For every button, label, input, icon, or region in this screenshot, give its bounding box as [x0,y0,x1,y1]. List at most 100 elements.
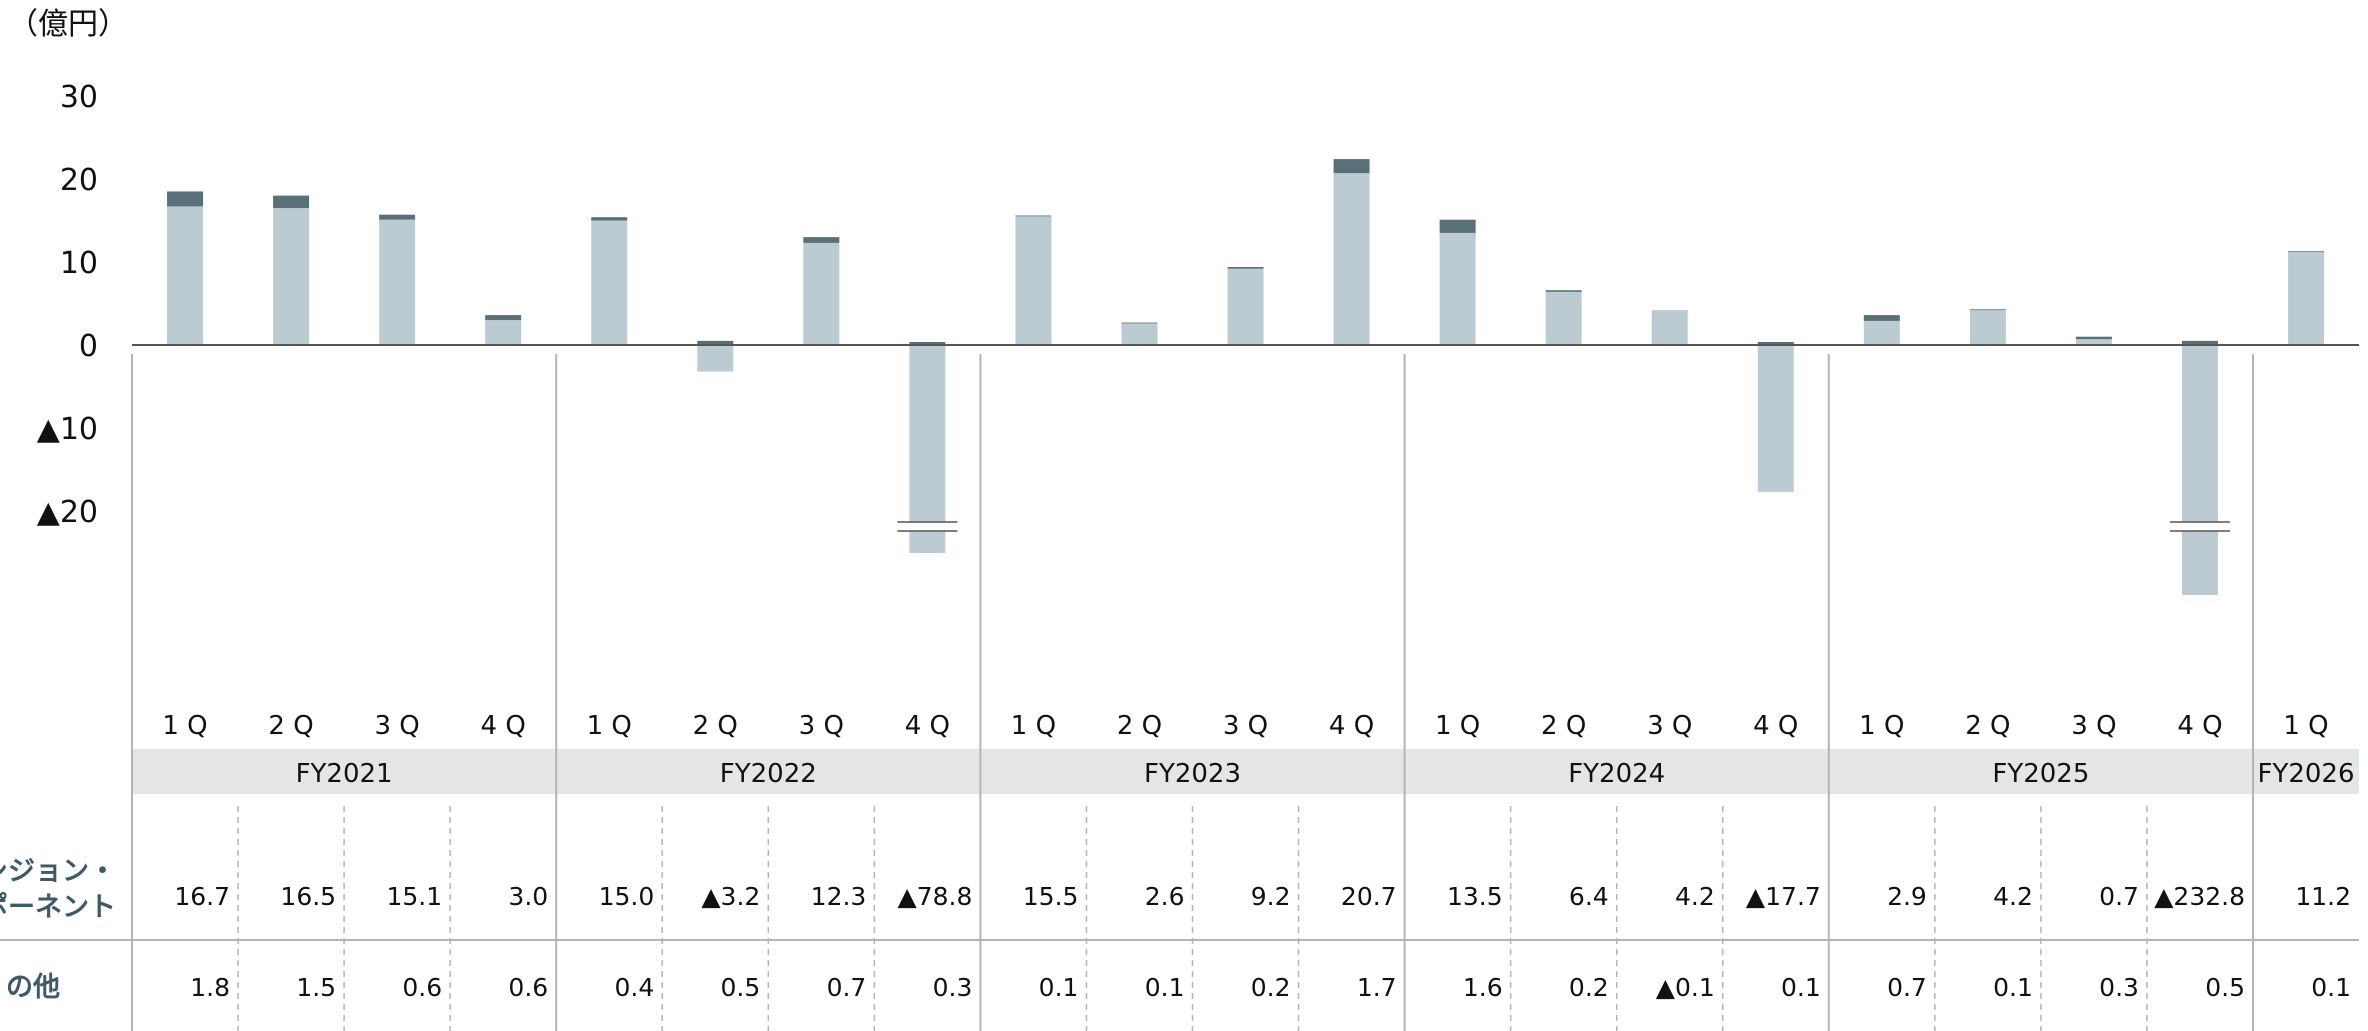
data-label-series-1: ▲78.8 [898,882,973,911]
row-label-series-1: シジョン・ [0,856,116,887]
bar-series-2 [1227,266,1264,269]
quarter-label: 4 Q [1753,711,1798,741]
data-label-series-1: 20.7 [1341,882,1397,911]
data-label-series-2: 0.1 [1781,973,1821,1002]
quarter-label: 1 Q [2283,711,2328,741]
quarter-label: 2 Q [1965,711,2010,741]
bar-series-1 [1439,232,1476,345]
unit-label: （億円） [8,7,128,42]
bar-series-2 [2181,340,2218,345]
data-label-series-2: 0.7 [1887,973,1927,1002]
bar-series-2 [591,217,628,221]
data-label-series-2: 0.5 [2205,973,2245,1002]
quarter-label: 3 Q [374,711,419,741]
bar-series-1 [1545,291,1582,345]
fiscal-year-label: FY2021 [296,759,393,789]
y-tick-label: 20 [60,163,98,198]
bar-series-1 [1333,173,1370,345]
quarter-label: 1 Q [1435,711,1480,741]
y-tick-label: ▲10 [37,412,98,447]
quarter-label: 4 Q [1329,711,1374,741]
bar-series-1 [1121,323,1158,345]
bar-series-2 [1863,315,1900,321]
bar-series-1 [2181,345,2218,595]
bar-series-2 [803,237,840,243]
data-label-series-2: 0.2 [1569,973,1609,1002]
data-label-series-2: 0.4 [614,973,654,1002]
bar-series-1 [379,219,416,345]
data-label-series-1: ▲232.8 [2154,882,2245,911]
bar-series-1 [1863,320,1900,345]
data-label-series-1: 2.6 [1145,882,1185,911]
bar-series-1 [909,345,946,553]
bar-series-1 [697,345,734,372]
y-tick-label: 10 [60,246,98,281]
bar-series-1 [485,320,522,345]
bar-series-2 [1757,342,1794,345]
data-label-series-1: ▲17.7 [1746,882,1821,911]
data-label-series-1: 16.7 [174,882,230,911]
data-label-series-2: 0.1 [1039,973,1079,1002]
y-tick-label: 0 [79,329,98,364]
quarter-label: 4 Q [905,711,950,741]
y-tick-label: 30 [60,80,98,115]
data-label-series-2: 0.3 [933,973,973,1002]
bar-series-1 [1757,345,1794,492]
data-label-series-1: 0.7 [2099,882,2139,911]
data-label-series-1: 15.5 [1023,882,1079,911]
axis-break-gap [2169,522,2230,531]
bar-series-2 [1545,290,1582,292]
data-label-series-1: 3.0 [508,882,548,911]
bar-series-2 [697,340,734,345]
y-tick-label: ▲20 [37,495,98,530]
quarter-label: 4 Q [2177,711,2222,741]
bar-series-2 [2075,336,2112,340]
bar-series-2 [485,315,522,321]
data-label-series-1: ▲3.2 [701,882,760,911]
bar-series-1 [273,208,310,345]
data-label-series-1: 11.2 [2295,882,2351,911]
data-label-series-1: 16.5 [280,882,336,911]
bar-series-2 [2288,251,2325,253]
quarter-label: 2 Q [1117,711,1162,741]
axis-break-gap [897,522,958,531]
data-label-series-2: 0.1 [2311,973,2351,1002]
fiscal-year-label: FY2024 [1568,759,1665,789]
bar-series-1 [2288,252,2325,345]
fiscal-year-label: FY2022 [720,759,817,789]
data-label-series-1: 13.5 [1447,882,1503,911]
quarter-label: 4 Q [481,711,526,741]
quarter-label: 2 Q [268,711,313,741]
quarter-label: 2 Q [1541,711,1586,741]
bar-series-2 [167,191,204,207]
bar-series-2 [1333,159,1370,174]
quarter-label: 3 Q [799,711,844,741]
bar-series-1 [167,206,204,345]
data-label-series-1: 4.2 [1993,882,2033,911]
bar-series-1 [591,220,628,345]
data-label-series-2: 0.6 [402,973,442,1002]
bar-series-1 [1651,310,1688,345]
bar-series-2 [909,342,946,345]
bar-series-2 [1969,309,2006,311]
quarter-label: 3 Q [1223,711,1268,741]
bar-series-1 [1969,310,2006,345]
quarter-label: 3 Q [1647,711,1692,741]
data-label-series-2: 0.1 [1145,973,1185,1002]
data-label-series-2: 0.7 [827,973,867,1002]
data-label-series-1: 6.4 [1569,882,1609,911]
bar-series-1 [803,242,840,345]
data-label-series-1: 15.0 [599,882,655,911]
data-label-series-1: 2.9 [1887,882,1927,911]
fiscal-year-label: FY2026 [2258,759,2355,789]
data-label-series-1: 9.2 [1251,882,1291,911]
fiscal-year-label: FY2025 [1992,759,2089,789]
bar-series-1 [1015,216,1052,345]
row-label-series-2: の他 [6,972,60,1003]
bar-series-2 [273,195,310,209]
data-label-series-2: 0.2 [1251,973,1291,1002]
data-label-series-1: 12.3 [811,882,867,911]
quarter-label: 1 Q [162,711,207,741]
data-label-series-2: 0.6 [508,973,548,1002]
